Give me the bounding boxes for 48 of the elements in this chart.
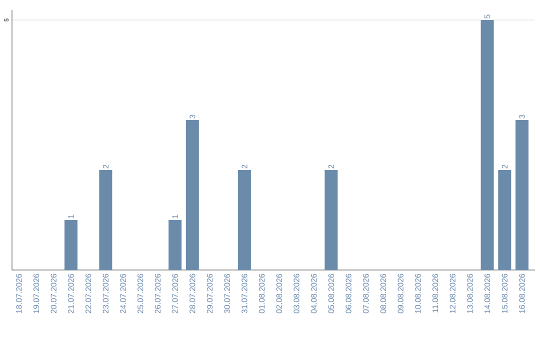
x-tick-label: 15.08.2026: [502, 274, 508, 313]
bar: [99, 170, 112, 270]
x-tick-label: 29.07.2026: [206, 274, 213, 314]
x-tick-label: 03.08.2026: [294, 274, 300, 314]
data-label: 3: [519, 114, 525, 118]
data-label: 3: [190, 114, 196, 118]
data-label: 2: [102, 164, 108, 168]
x-tick-label: 04.08.2026: [311, 274, 317, 314]
x-tick-label: 02.08.2026: [276, 274, 282, 314]
bar: [480, 20, 494, 270]
x-tick-label: 18.07.2026: [16, 274, 22, 313]
x-tick-label: 30.07.2026: [224, 274, 230, 314]
data-label: 2: [242, 164, 248, 168]
x-tick-label: 24.07.2026: [120, 274, 126, 314]
x-tick-label: 22.07.2026: [86, 274, 92, 314]
x-tick-label: 20.07.2026: [50, 274, 56, 314]
bar: [515, 120, 528, 270]
bar: [168, 220, 182, 270]
x-tick-label: 23.07.2026: [102, 274, 109, 314]
x-tick-label: 01.08.2026: [258, 274, 265, 314]
bar: [498, 170, 512, 270]
data-label: 1: [172, 214, 178, 218]
x-tick-label: 09.08.2026: [398, 274, 404, 314]
x-tick-label: 05.08.2026: [328, 274, 334, 314]
data-label: 2: [502, 164, 508, 168]
bar: [238, 170, 251, 270]
x-tick-label: 13.08.2026: [467, 274, 473, 313]
x-tick-label: 19.07.2026: [33, 274, 40, 313]
x-tick-label: 10.08.2026: [415, 274, 421, 313]
x-tick-label: 06.08.2026: [346, 274, 352, 314]
x-tick-label: 08.08.2026: [380, 274, 386, 314]
data-label: 2: [328, 164, 334, 168]
x-tick-label: 11.08.2026: [432, 274, 438, 312]
x-tick-label: 28.07.2026: [190, 274, 196, 314]
bar: [64, 220, 78, 270]
data-label: 1: [68, 214, 74, 218]
x-tick-label: 16.08.2026: [519, 274, 525, 313]
x-tick-label: 14.08.2026: [484, 274, 490, 313]
x-tick-label: 07.08.2026: [363, 274, 369, 314]
bar: [186, 120, 199, 270]
x-tick-label: 21.07.2026: [68, 274, 74, 314]
x-tick-label: 26.07.2026: [154, 274, 161, 314]
x-tick-label: 31.07.2026: [242, 274, 248, 314]
x-tick-label: 25.07.2026: [138, 274, 144, 314]
x-tick-label: 27.07.2026: [172, 274, 178, 314]
bar: [324, 170, 338, 270]
data-label: 5: [484, 14, 490, 18]
x-tick-label: 12.08.2026: [450, 274, 456, 313]
